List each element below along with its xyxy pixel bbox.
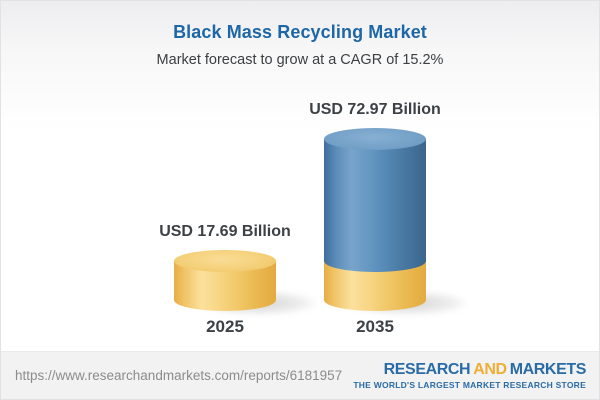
- page-subtitle: Market forecast to grow at a CAGR of 15.…: [156, 52, 444, 68]
- logo-word-and: AND: [473, 360, 507, 378]
- data-label-2025: USD 17.69 Billion: [159, 223, 291, 241]
- bar-2035-cylinder-top: [324, 128, 426, 151]
- data-label-2035: USD 72.97 Billion: [309, 101, 441, 119]
- logo-word-research: RESEARCH: [383, 360, 471, 378]
- bar-2035-growth-segment: [324, 139, 426, 273]
- logo-word-markets: MARKETS: [509, 360, 587, 378]
- research-and-markets-logo: RESEARCH AND MARKETS THE WORLD'S LARGEST M…: [353, 360, 587, 390]
- footer-bar: https://www.researchandmarkets.com/repor…: [1, 351, 599, 399]
- chart-header: Black Mass Recycling Market Market forec…: [1, 1, 599, 68]
- report-url[interactable]: https://www.researchandmarkets.com/repor…: [15, 368, 343, 383]
- logo-wordmark: RESEARCH AND MARKETS: [353, 360, 587, 378]
- bar-2025-cylinder-top: [174, 250, 276, 273]
- category-label-2035: 2035: [356, 317, 394, 336]
- page-title: Black Mass Recycling Market: [173, 22, 427, 42]
- logo-tagline: THE WORLD'S LARGEST MARKET RESEARCH STOR…: [353, 379, 586, 390]
- category-label-2025: 2025: [206, 317, 244, 336]
